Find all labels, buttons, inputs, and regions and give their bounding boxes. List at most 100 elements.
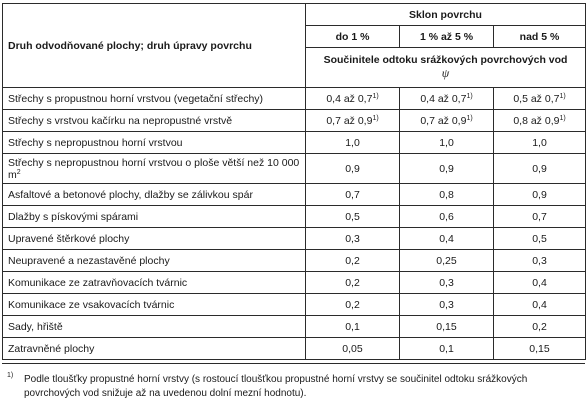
surface-type-cell: Střechy s propustnou horní vrstvou (vege… <box>2 87 306 110</box>
coefficient-value: 0,4 až 0,7 <box>326 92 373 105</box>
surface-type-cell: Sady, hřiště <box>2 315 306 338</box>
coefficient-value: 0,7 až 0,9 <box>326 114 373 127</box>
coefficient-cell: 0,15 <box>399 315 494 338</box>
surface-type-label: Zatravněné plochy <box>8 342 95 355</box>
footnote-reference: 1) <box>466 92 473 100</box>
table-row: Komunikace ze vsakovacích tvárnic 0,2 0,3 0… <box>2 293 587 316</box>
surface-type-cell: Střechy s nepropustnou horní vrstvou o p… <box>2 153 306 184</box>
coefficient-value: 1,0 <box>345 136 360 149</box>
table-row: Střechy s nepropustnou horní vrstvou 1,0 1… <box>2 131 587 154</box>
footnote-reference: 1) <box>559 114 566 122</box>
coefficient-value: 0,2 <box>532 320 547 333</box>
coefficient-value: 0,05 <box>342 342 363 355</box>
coefficient-cell: 0,7 až 0,91) <box>399 109 494 132</box>
coefficient-value: 0,2 <box>345 254 360 267</box>
coefficient-value: 0,7 <box>345 188 360 201</box>
coefficient-cell: 0,3 <box>305 227 400 250</box>
coefficient-value: 1,0 <box>439 136 454 149</box>
coefficient-cell: 0,5 až 0,71) <box>492 87 587 110</box>
coefficient-cell: 0,4 <box>492 293 587 316</box>
footnote-reference: 1) <box>372 114 379 122</box>
coefficient-cell: 0,2 <box>492 315 587 338</box>
footnote-reference: 1) <box>559 92 566 100</box>
coefficient-cell: 0,15 <box>492 337 587 360</box>
table-row: Neupravené a nezastavěné plochy 0,2 0,25 0,… <box>2 249 587 272</box>
coefficient-cell: 0,3 <box>492 249 587 272</box>
coefficient-cell: 1,0 <box>305 131 400 154</box>
coefficient-value: 0,15 <box>529 342 550 355</box>
surface-type-cell: Upravené štěrkové plochy <box>2 227 306 250</box>
coefficient-value: 0,4 až 0,7 <box>420 92 467 105</box>
surface-type-label: Střechy s propustnou horní vrstvou (vege… <box>8 92 264 105</box>
footnote-mark: 1) <box>7 372 14 379</box>
slope-column-header-3: nad 5 % <box>492 25 587 48</box>
coefficient-cell: 0,5 <box>492 227 587 250</box>
surface-type-cell: Komunikace ze zatravňovacích tvárnic <box>2 271 306 294</box>
coefficient-cell: 0,8 až 0,91) <box>492 109 587 132</box>
coefficient-value: 0,8 až 0,9 <box>513 114 560 127</box>
coefficient-cell: 0,8 <box>399 183 494 206</box>
table-row: Dlažby s pískovými spárami 0,5 0,6 0,7 <box>2 205 587 228</box>
surface-type-label: Komunikace ze zatravňovacích tvárnic <box>8 276 188 289</box>
surface-type-cell: Neupravené a nezastavěné plochy <box>2 249 306 272</box>
coefficient-cell: 0,7 <box>492 205 587 228</box>
coefficient-cell: 0,9 <box>492 183 587 206</box>
coefficient-cell: 0,25 <box>399 249 494 272</box>
surface-type-label: Sady, hřiště <box>8 320 63 333</box>
table-header: Druh odvodňované plochy; druh úpravy pov… <box>2 3 587 88</box>
coefficient-value: 0,9 <box>345 162 360 175</box>
coefficient-cell: 0,7 <box>305 183 400 206</box>
coefficient-cell: 1,0 <box>399 131 494 154</box>
coefficient-value: 0,7 <box>532 210 547 223</box>
coefficient-value: 0,6 <box>439 210 454 223</box>
surface-type-label: Upravené štěrkové plochy <box>8 232 130 245</box>
coefficient-cell: 0,5 <box>305 205 400 228</box>
coefficient-value: 0,1 <box>345 320 360 333</box>
surface-type-cell: Střechy s vrstvou kačírku na nepropustné… <box>2 109 306 132</box>
coefficient-cell: 0,2 <box>305 271 400 294</box>
coefficient-cell: 0,4 až 0,71) <box>305 87 400 110</box>
footnote-text: Podle tloušťky propustné horní vrstvy (s… <box>24 374 528 399</box>
surface-type-label: Střechy s vrstvou kačírku na nepropustné… <box>8 114 233 127</box>
coefficient-cell: 0,9 <box>305 153 400 184</box>
table-row: Střechy s propustnou horní vrstvou (vege… <box>2 87 587 110</box>
coefficient-cell: 0,3 <box>399 271 494 294</box>
coefficient-value: 0,3 <box>532 254 547 267</box>
coefficient-value: 1,0 <box>532 136 547 149</box>
coefficient-value: 0,3 <box>439 298 454 311</box>
surface-type-label: Komunikace ze vsakovacích tvárnic <box>8 298 175 311</box>
coefficient-value: 0,8 <box>439 188 454 201</box>
coefficient-value: 0,4 <box>532 276 547 289</box>
coefficient-value: 0,9 <box>532 162 547 175</box>
coefficient-value: 0,5 <box>345 210 360 223</box>
coefficient-cell: 0,9 <box>399 153 494 184</box>
footnote: 1) Podle tloušťky propustné horní vrstvy… <box>2 363 585 406</box>
coefficient-cell: 1,0 <box>492 131 587 154</box>
table-row: Asfaltové a betonové plochy, dlažby se z… <box>2 183 587 206</box>
surface-type-cell: Asfaltové a betonové plochy, dlažby se z… <box>2 183 306 206</box>
coefficient-cell: 0,9 <box>492 153 587 184</box>
coefficient-value: 0,9 <box>439 162 454 175</box>
coefficient-cell: 0,4 <box>492 271 587 294</box>
surface-type-cell: Komunikace ze vsakovacích tvárnic <box>2 293 306 316</box>
coefficient-value: 0,5 <box>532 232 547 245</box>
coefficient-header: Součinitele odtoku srážkových povrchovýc… <box>304 47 587 88</box>
coefficient-value: 0,3 <box>345 232 360 245</box>
surface-type-label: Střechy s nepropustnou horní vrstvou o p… <box>8 156 300 181</box>
surface-type-cell: Dlažby s pískovými spárami <box>2 205 306 228</box>
coefficient-cell: 0,4 až 0,71) <box>399 87 494 110</box>
coefficient-title: Součinitele odtoku srážkových povrchovýc… <box>323 54 568 66</box>
coefficient-cell: 0,7 až 0,91) <box>305 109 400 132</box>
table-row: Zatravněné plochy 0,05 0,1 0,15 <box>2 337 587 360</box>
surface-type-cell: Zatravněné plochy <box>2 337 306 360</box>
table-row: Upravené štěrkové plochy 0,3 0,4 0,5 <box>2 227 587 250</box>
surface-type-header: Druh odvodňované plochy; druh úpravy pov… <box>2 3 306 88</box>
surface-type-label: Dlažby s pískovými spárami <box>8 210 139 223</box>
slope-column-header-2: 1 % až 5 % <box>399 25 494 48</box>
footnote-reference: 1) <box>466 114 473 122</box>
coefficient-cell: 0,1 <box>399 337 494 360</box>
coefficient-value: 0,15 <box>436 320 457 333</box>
coefficient-cell: 0,2 <box>305 293 400 316</box>
coefficient-value: 0,4 <box>532 298 547 311</box>
surface-type-cell: Střechy s nepropustnou horní vrstvou <box>2 131 306 154</box>
